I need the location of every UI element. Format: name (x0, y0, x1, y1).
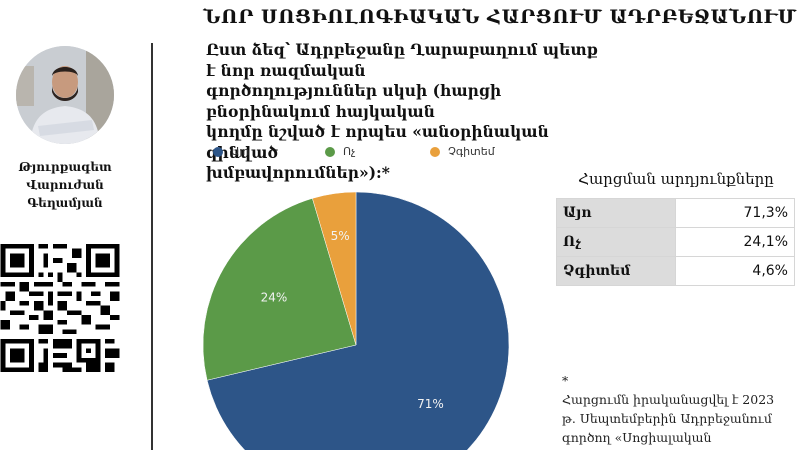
author-first-name: Վարուժան (26, 178, 104, 192)
row-value: 24,1% (675, 227, 795, 257)
legend-item-yes: Այո (213, 145, 249, 158)
qr-code-icon[interactable] (0, 244, 120, 372)
table-row: Ոչ 24,1% (556, 227, 795, 257)
slice-label-dont-know: 5% (331, 229, 350, 243)
row-value: 4,6% (675, 256, 795, 286)
row-label: Չգիտեմ (556, 256, 676, 286)
footnote-line: Հարցումն իրականացվել է 2023 (562, 392, 775, 407)
author-last-name: Գեղամյան (27, 196, 103, 210)
legend-label: Այո (231, 145, 250, 158)
slice-no (202, 198, 357, 381)
question-line: Ըստ ձեզ՝ Ադրբեջանը Ղարաբաղում պետք է նոր… (206, 40, 598, 80)
row-value: 71,3% (675, 198, 795, 228)
legend-dot-icon (430, 146, 440, 157)
table-row: Այո 71,3% (556, 198, 795, 228)
slice-dont-know (312, 191, 357, 346)
author-title: Թյուրքագետ (18, 160, 112, 174)
survey-question: Ըստ ձեզ՝ Ադրբեջանը Ղարաբաղում պետք է նոր… (206, 40, 606, 184)
question-line: գործողություններ սկսի (հարցի բնօրինակում… (206, 81, 502, 121)
chart-legend: Այո Ոչ Չգիտեմ (213, 145, 513, 161)
legend-label: Չգիտեմ (448, 145, 495, 158)
legend-item-no: Ոչ (325, 145, 356, 158)
footnote-line: թ. Սեպտեմբերին Ադրբեջանում (562, 411, 772, 426)
row-label: Այո (556, 198, 676, 228)
slice-label-no: 24% (261, 290, 288, 304)
page-title: ՆՈՐ ՍՈՑԻՈԼՈԳԻԱԿԱՆ ՀԱՐՑՈՒՄ ԱԴՐԲԵՋԱՆՈՒՄ (203, 6, 797, 28)
legend-dot-icon (325, 146, 335, 157)
person-portrait-icon (16, 46, 114, 144)
question-line: կողմը նշված է որպես «անօրինական զինված (206, 122, 549, 162)
author-name: Թյուրքագետ Վարուժան Գեղամյան (0, 158, 130, 212)
vertical-divider (151, 43, 153, 450)
slice-yes (206, 191, 510, 450)
legend-dot-icon (213, 146, 223, 157)
legend-item-dont-know: Չգիտեմ (430, 145, 495, 158)
legend-label: Ոչ (343, 145, 356, 158)
slice-label-yes: 71% (417, 397, 444, 411)
row-label: Ոչ (556, 227, 676, 257)
results-title: Հարցման արդյունքները (578, 170, 774, 188)
question-line: խմբավորումներ»):* (206, 163, 390, 182)
table-row: Չգիտեմ 4,6% (556, 256, 795, 286)
author-photo (16, 46, 114, 144)
footnote: * Հարցումն իրականացվել է 2023 թ. Սեպտեմբ… (562, 371, 800, 447)
footnote-marker: * (562, 373, 569, 388)
footnote-line: գործող «Սոցիալական (562, 430, 712, 445)
results-table: Այո 71,3% Ոչ 24,1% Չգիտեմ 4,6% (556, 198, 795, 286)
